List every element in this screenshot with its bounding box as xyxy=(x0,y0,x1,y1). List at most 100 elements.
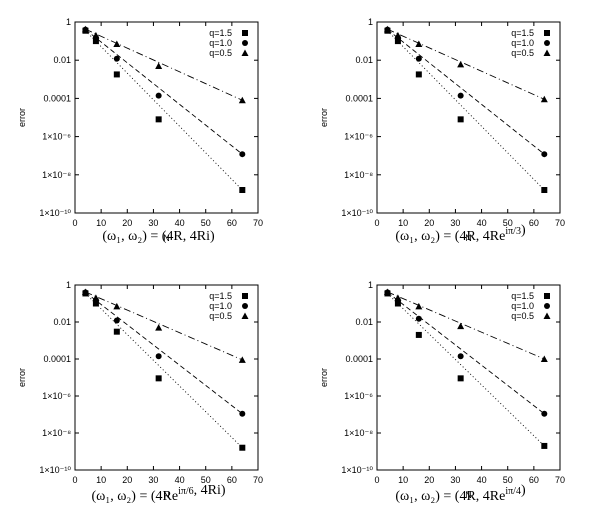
series-line xyxy=(85,292,243,415)
data-point xyxy=(155,116,162,123)
legend-marker xyxy=(544,293,550,299)
x-axis-label: N xyxy=(465,490,472,500)
data-point xyxy=(540,355,548,362)
data-point xyxy=(394,300,401,307)
x-tick-label: 20 xyxy=(424,475,434,485)
data-point xyxy=(394,31,402,39)
data-point xyxy=(113,328,120,335)
x-tick-label: 40 xyxy=(477,218,487,228)
x-tick-label: 0 xyxy=(374,475,379,485)
plot-frame xyxy=(74,284,259,471)
data-point xyxy=(155,62,163,69)
series-line xyxy=(85,28,243,101)
chart-caption: (ω₁, ω₂) = (4R, 4Ri) xyxy=(102,229,215,244)
chart-panel: 0 10 20 30 40 50 60 70 1 0.01 0.0001 1×10⁻⁶ 1×10⁻⁸ 1×… xyxy=(17,17,263,244)
y-tick-label: 0.01 xyxy=(53,55,71,65)
data-point xyxy=(113,71,120,78)
y-tick-label: 0.0001 xyxy=(345,93,373,103)
legend-marker xyxy=(242,40,248,46)
legend-label: q=1.5 xyxy=(209,28,232,38)
x-tick-label: 20 xyxy=(424,218,434,228)
x-axis-label: N xyxy=(465,233,472,243)
data-point xyxy=(92,31,100,39)
data-point xyxy=(415,315,422,322)
data-point xyxy=(457,60,465,68)
data-point xyxy=(113,40,121,48)
data-point xyxy=(540,95,548,103)
y-tick-label: 1×10⁻⁶ xyxy=(42,391,71,401)
x-tick-label: 10 xyxy=(96,218,106,228)
y-axis-label: error xyxy=(319,368,329,387)
x-tick-label: 30 xyxy=(148,218,158,228)
data-point xyxy=(541,151,548,158)
data-point xyxy=(415,302,423,310)
legend-marker xyxy=(544,30,550,36)
data-point xyxy=(457,92,464,99)
legend-label: q=0.5 xyxy=(511,311,534,321)
data-point xyxy=(155,92,162,99)
x-tick-label: 50 xyxy=(503,218,513,228)
legend-marker xyxy=(543,49,551,56)
x-axis-label: N xyxy=(163,490,170,500)
data-point xyxy=(81,288,89,295)
data-point xyxy=(394,38,401,45)
legend-marker xyxy=(242,293,248,299)
y-tick-label: 1×10⁻¹⁰ xyxy=(341,208,373,218)
chart-caption: (ω₁, ω₂) = (4R, 4Reiπ/4) xyxy=(395,483,526,504)
data-point xyxy=(457,353,464,360)
x-tick-label: 60 xyxy=(227,218,237,228)
y-tick-label: 0.01 xyxy=(53,317,71,327)
data-point xyxy=(415,71,422,78)
series-line xyxy=(387,293,545,447)
y-tick-label: 1 xyxy=(368,17,373,27)
legend-label: q=0.5 xyxy=(511,48,534,58)
chart-caption: (ω₁, ω₂) = (4R, 4Reiπ/3) xyxy=(395,223,526,244)
data-point xyxy=(383,25,391,33)
data-point xyxy=(155,375,162,382)
chart-caption: (ω₁, ω₂) = (4Reiπ/6, 4Ri) xyxy=(91,483,225,504)
data-point xyxy=(457,116,464,123)
data-point xyxy=(239,444,246,451)
y-tick-label: 1×10⁻⁶ xyxy=(344,391,373,401)
data-point xyxy=(81,25,89,33)
x-tick-label: 60 xyxy=(227,475,237,485)
x-tick-label: 60 xyxy=(529,218,539,228)
y-tick-label: 1 xyxy=(368,280,373,290)
x-tick-label: 10 xyxy=(398,475,408,485)
legend-marker xyxy=(242,30,248,36)
x-axis-label: N xyxy=(163,233,170,243)
x-tick-label: 30 xyxy=(450,218,460,228)
legend-label: q=1.5 xyxy=(511,28,534,38)
x-tick-label: 40 xyxy=(175,218,185,228)
y-tick-label: 0.01 xyxy=(355,317,373,327)
x-tick-label: 50 xyxy=(201,475,211,485)
data-point xyxy=(239,187,246,194)
data-point xyxy=(113,55,120,62)
series-line xyxy=(387,28,545,100)
y-tick-label: 1×10⁻¹⁰ xyxy=(39,208,71,218)
y-tick-label: 0.01 xyxy=(355,55,373,65)
legend-marker xyxy=(241,49,249,56)
plot-frame xyxy=(376,284,561,471)
data-point xyxy=(238,96,246,104)
x-tick-label: 70 xyxy=(253,475,263,485)
legend-label: q=1.5 xyxy=(511,291,534,301)
data-point xyxy=(155,353,162,360)
legend-marker xyxy=(544,303,550,309)
y-tick-label: 0.0001 xyxy=(43,93,71,103)
data-point xyxy=(394,294,402,301)
data-point xyxy=(238,356,246,363)
series-line xyxy=(85,30,243,191)
series-line xyxy=(387,29,545,155)
legend-label: q=1.0 xyxy=(209,38,232,48)
legend-label: q=1.0 xyxy=(209,301,232,311)
x-tick-label: 70 xyxy=(253,218,263,228)
data-point xyxy=(415,40,423,48)
x-tick-label: 40 xyxy=(175,475,185,485)
data-point xyxy=(541,442,548,449)
data-point xyxy=(92,294,100,301)
legend-label: q=1.0 xyxy=(511,301,534,311)
data-point xyxy=(92,38,99,45)
data-point xyxy=(113,317,120,324)
